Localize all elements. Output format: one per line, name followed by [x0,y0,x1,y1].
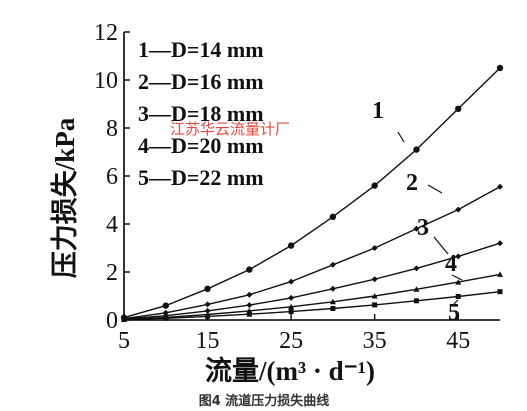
x-axis-title: 流量/(m³ · d⁻¹) [205,356,375,386]
series-2-point [413,225,420,232]
series-4-leader [451,274,463,281]
series-1-leader [397,131,405,143]
legend: 1—D=14 mm 2—D=16 mm 3—D=18 mm 4—D=20 mm 5—D=… [138,37,264,190]
series-2-point [288,278,295,285]
series-5-point [246,311,252,317]
y-tick-label: 8 [106,116,118,142]
series-3-leader [433,236,449,255]
series-4-label: 4 [445,251,457,277]
series-2-point [246,291,253,298]
series-4-point [329,298,336,305]
series-3-point [329,285,336,292]
series-1-point [496,64,504,72]
series-1-point [162,302,169,309]
series-3-point [455,253,462,260]
series-5-point [372,302,378,308]
series-1-point [246,266,253,273]
series-1-line [123,67,501,319]
y-axis-title: 压力损失/kPa [50,117,80,278]
series-1-point [329,213,337,220]
y-tick-label: 4 [106,212,118,238]
series-5-point [330,305,336,311]
series-3-line [123,242,501,320]
legend-item: 2—D=16 mm [138,69,264,94]
x-tick-label: 45 [446,328,470,354]
y-tick-label: 0 [106,308,118,334]
series-4-point [455,279,462,285]
series-3-point [413,265,420,272]
series-5-line [123,291,501,321]
series-5-label: 5 [448,300,460,326]
series-5-point [163,315,169,321]
series-3-point [246,302,253,309]
x-tick-label: 15 [196,328,220,354]
series-2-line [123,186,501,320]
x-tick-label: 5 [118,328,130,354]
series-5-point [455,293,461,299]
series-1-label: 1 [372,98,384,124]
series-4-point [371,293,378,299]
series-3-point [497,240,503,247]
legend-item: 1—D=14 mm [138,37,264,62]
series-4-line [123,273,501,320]
series-5-point [205,313,211,319]
series-3-point [204,307,211,314]
series-4-point [413,286,420,292]
series-1-point [204,285,211,292]
series-2-point [497,183,503,190]
series-lines [123,67,501,321]
watermark: 江苏华云流量计厂 [170,120,290,138]
series-5-point [121,317,127,323]
curve-labels: 1 2 34 5 [372,98,463,326]
figure-caption: 图4 流道压力损失曲线 [199,393,330,409]
series-2-leader [427,184,443,194]
series-5-point [413,298,419,304]
x-tick-label: 35 [363,328,387,354]
series-3-point [288,294,295,301]
series-4-point [497,271,503,277]
series-5-leader [451,299,459,307]
y-tick-label: 2 [106,260,118,286]
series-2-label: 2 [406,170,418,196]
series-2-point [371,245,378,251]
series-3-point [371,276,378,283]
legend-item: 4—D=20 mm [138,133,264,158]
y-tick-label: 6 [106,164,118,190]
x-tick-label: 25 [279,328,303,354]
y-tick-label: 12 [94,20,118,46]
series-1-point [287,242,295,249]
series-2-point [329,261,336,268]
y-tick-label: 10 [94,68,118,94]
legend-item: 3—D=18 mm [138,101,264,126]
series-markers [120,64,504,323]
series-5-point [288,309,294,315]
legend-item: 5—D=22 mm [138,165,264,190]
series-1-point [455,105,462,113]
series-1-point [413,146,420,153]
series-2-point [204,301,211,308]
series-1-point [371,182,378,189]
series-2-point [455,206,462,213]
series-3-label: 3 [417,215,429,241]
series-5-point [497,289,503,295]
series-4-point [288,303,295,310]
